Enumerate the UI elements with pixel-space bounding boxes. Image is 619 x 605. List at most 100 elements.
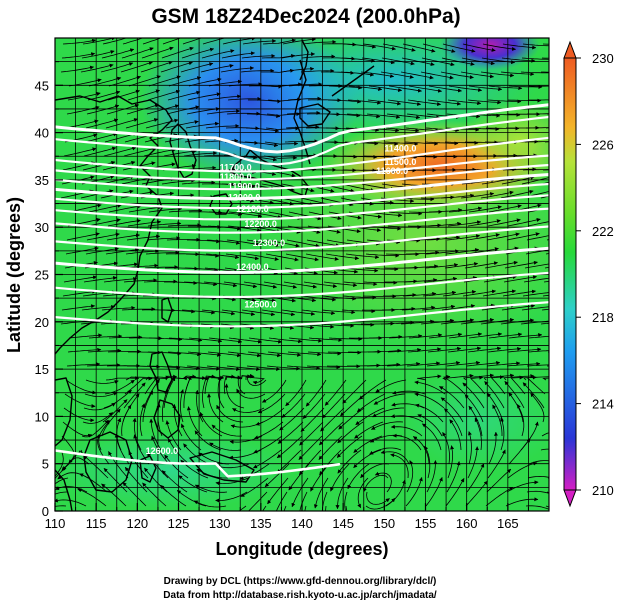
- streamline: [168, 337, 203, 343]
- y-tick-label: 15: [35, 362, 49, 377]
- streamline: [161, 46, 194, 59]
- streamline: [441, 304, 476, 311]
- streamline: [545, 505, 549, 508]
- streamline: [266, 365, 301, 371]
- streamline: [380, 450, 410, 465]
- streamline: [486, 468, 512, 493]
- streamline: [181, 309, 216, 315]
- streamline: [445, 248, 480, 255]
- streamline: [468, 332, 503, 339]
- streamline: [406, 250, 440, 255]
- streamline: [384, 141, 419, 146]
- colorbar-tick-label: 230: [592, 51, 614, 66]
- streamline: [425, 249, 460, 255]
- streamline: [406, 361, 441, 367]
- coastline-japan-kyushu: [209, 193, 233, 215]
- streamline: [221, 309, 256, 317]
- streamline: [142, 482, 167, 507]
- streamline: [507, 347, 542, 353]
- streamline: [66, 232, 100, 241]
- streamline: [347, 463, 370, 490]
- streamline: [247, 351, 282, 358]
- streamline: [449, 419, 462, 451]
- streamline: [342, 43, 377, 49]
- streamline: [281, 309, 316, 316]
- streamline: [392, 433, 422, 451]
- streamline: [266, 239, 300, 248]
- streamline: [467, 219, 501, 227]
- streamline: [321, 309, 356, 315]
- streamline: [528, 335, 549, 339]
- streamline: [88, 203, 122, 213]
- streamline: [166, 365, 201, 371]
- streamline: [466, 233, 500, 241]
- streamline: [337, 421, 364, 444]
- streamline: [386, 361, 421, 367]
- streamline: [84, 132, 118, 143]
- streamline: [341, 183, 375, 193]
- streamline: [386, 113, 421, 120]
- streamline: [275, 491, 288, 511]
- streamline: [540, 195, 549, 199]
- streamline: [488, 85, 523, 91]
- contour-label: 12300.0: [253, 238, 286, 248]
- y-tick-label: 30: [35, 220, 49, 235]
- streamline: [508, 85, 543, 89]
- streamline: [541, 432, 549, 437]
- streamline: [66, 105, 100, 115]
- streamline: [211, 424, 243, 437]
- streamline: [248, 491, 268, 511]
- height-contour: [55, 194, 549, 221]
- streamline: [388, 334, 423, 339]
- streamline: [267, 477, 289, 505]
- streamline: [101, 305, 136, 311]
- streamline: [253, 435, 283, 454]
- colorbar-ticks: 230 226 222 218 214 210: [576, 51, 614, 498]
- streamline: [355, 407, 385, 426]
- streamline: [526, 235, 549, 241]
- height-contour: [55, 136, 549, 173]
- streamline: [206, 239, 241, 245]
- streamline: [390, 424, 423, 437]
- streamline: [221, 51, 255, 59]
- streamline: [85, 118, 119, 129]
- streamline: [488, 332, 523, 339]
- streamline: [265, 126, 300, 131]
- streamline: [55, 449, 64, 480]
- streamline: [241, 53, 276, 59]
- streamline: [242, 39, 277, 45]
- streamline: [388, 211, 423, 216]
- contour-label: 12600.0: [146, 446, 179, 456]
- streamline: [215, 477, 249, 486]
- contour-label: 11500.0: [384, 157, 416, 167]
- streamline: [66, 362, 101, 367]
- streamline: [147, 221, 182, 227]
- streamline: [108, 75, 141, 87]
- streamline: [405, 127, 440, 133]
- colorbar-gradient: [563, 57, 577, 491]
- streamline: [87, 90, 121, 101]
- y-tick-label: 20: [35, 315, 49, 330]
- streamline: [227, 225, 262, 232]
- streamline: [363, 474, 389, 493]
- streamline: [207, 94, 242, 101]
- streamline: [64, 393, 96, 409]
- contour-label: 11600.0: [376, 166, 408, 176]
- streamline: [487, 449, 506, 479]
- streamline: [448, 85, 483, 92]
- streamline: [345, 253, 380, 260]
- streamline: [87, 218, 121, 227]
- streamline: [228, 449, 262, 460]
- streamline: [527, 221, 549, 227]
- streamline: [467, 346, 502, 353]
- credit-drawing: Drawing by DCL (https://www.gfd-dennou.o…: [164, 576, 437, 587]
- streamline: [415, 403, 444, 423]
- streamline: [263, 281, 297, 289]
- streamline: [240, 68, 275, 73]
- streamline: [341, 309, 376, 314]
- streamline: [223, 375, 242, 395]
- streamline: [145, 118, 179, 129]
- streamline: [121, 307, 156, 312]
- colorbar-tick-label: 214: [592, 397, 614, 412]
- streamline: [146, 236, 181, 241]
